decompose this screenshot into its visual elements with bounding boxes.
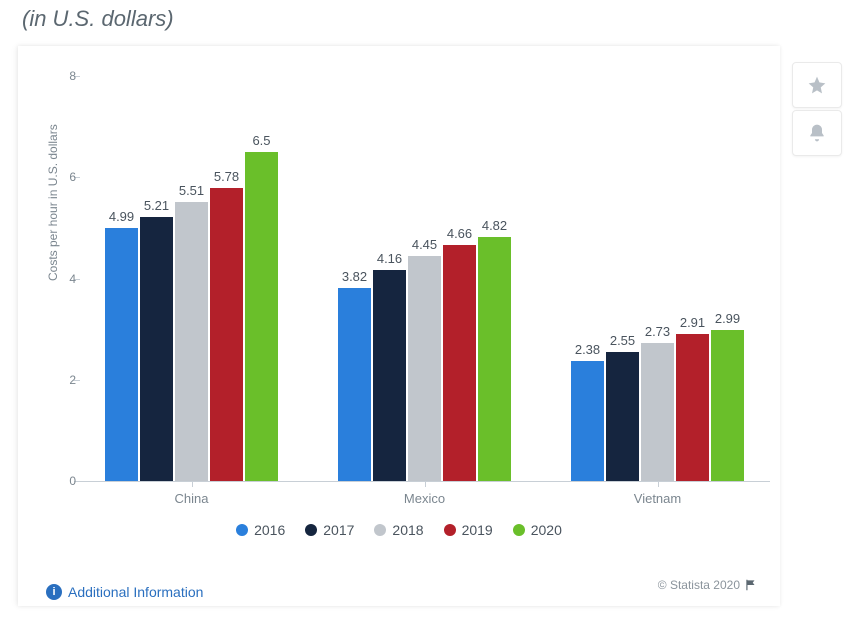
legend-label: 2019 bbox=[462, 522, 493, 538]
legend-item: 2017 bbox=[305, 522, 354, 538]
bar bbox=[606, 352, 639, 481]
additional-info-link[interactable]: i Additional Information bbox=[46, 584, 203, 600]
legend-swatch bbox=[305, 524, 317, 536]
legend-item: 2016 bbox=[236, 522, 285, 538]
y-tick-label: 4 bbox=[58, 272, 76, 286]
bar bbox=[408, 256, 441, 481]
bar bbox=[711, 330, 744, 481]
y-tick-label: 2 bbox=[58, 373, 76, 387]
bar-value-label: 5.21 bbox=[135, 198, 179, 213]
bar-value-label: 5.51 bbox=[170, 183, 214, 198]
legend-label: 2020 bbox=[531, 522, 562, 538]
legend-swatch bbox=[236, 524, 248, 536]
bar-value-label: 5.78 bbox=[205, 169, 249, 184]
bar bbox=[210, 188, 243, 481]
y-tick-label: 0 bbox=[58, 474, 76, 488]
source-attribution: © Statista 2020 bbox=[658, 578, 758, 592]
chart-subtitle: (in U.S. dollars) bbox=[22, 6, 174, 32]
legend-item: 2020 bbox=[513, 522, 562, 538]
x-tick bbox=[658, 481, 659, 487]
source-text: © Statista 2020 bbox=[658, 578, 740, 592]
bar bbox=[676, 334, 709, 481]
legend-label: 2017 bbox=[323, 522, 354, 538]
bar-value-label: 6.5 bbox=[240, 133, 284, 148]
y-tick-label: 8 bbox=[58, 69, 76, 83]
bar bbox=[571, 361, 604, 481]
star-icon bbox=[807, 75, 827, 95]
additional-info-label: Additional Information bbox=[68, 584, 203, 600]
bar bbox=[641, 343, 674, 481]
legend: 2016 2017 2018 2019 2020 bbox=[18, 522, 780, 541]
plot-area: 4.995.215.515.786.53.824.164.454.664.822… bbox=[80, 76, 770, 481]
x-tick bbox=[192, 481, 193, 487]
x-tick bbox=[425, 481, 426, 487]
bar bbox=[373, 270, 406, 481]
y-axis-label: Costs per hour in U.S. dollars bbox=[46, 124, 60, 281]
bar bbox=[478, 237, 511, 481]
legend-swatch bbox=[513, 524, 525, 536]
bar bbox=[175, 202, 208, 481]
bell-icon bbox=[807, 123, 827, 143]
legend-swatch bbox=[374, 524, 386, 536]
legend-label: 2018 bbox=[392, 522, 423, 538]
info-icon: i bbox=[46, 584, 62, 600]
x-tick-label: Vietnam bbox=[608, 491, 708, 506]
bar-value-label: 4.16 bbox=[368, 251, 412, 266]
legend-item: 2018 bbox=[374, 522, 423, 538]
x-tick-label: China bbox=[142, 491, 242, 506]
x-tick-label: Mexico bbox=[375, 491, 475, 506]
bar bbox=[245, 152, 278, 481]
flag-icon bbox=[744, 578, 758, 592]
favorite-button[interactable] bbox=[792, 62, 842, 108]
bar bbox=[443, 245, 476, 481]
bar bbox=[105, 228, 138, 481]
page: { "subtitle": "(in U.S. dollars)", "char… bbox=[0, 0, 848, 630]
chart-card: Costs per hour in U.S. dollars 4.995.215… bbox=[18, 46, 780, 606]
bar-value-label: 3.82 bbox=[333, 269, 377, 284]
y-tick-label: 6 bbox=[58, 170, 76, 184]
legend-label: 2016 bbox=[254, 522, 285, 538]
bar bbox=[140, 217, 173, 481]
legend-swatch bbox=[444, 524, 456, 536]
legend-item: 2019 bbox=[444, 522, 493, 538]
bar bbox=[338, 288, 371, 481]
bar-value-label: 4.82 bbox=[473, 218, 517, 233]
bar-value-label: 2.99 bbox=[706, 311, 750, 326]
notify-button[interactable] bbox=[792, 110, 842, 156]
